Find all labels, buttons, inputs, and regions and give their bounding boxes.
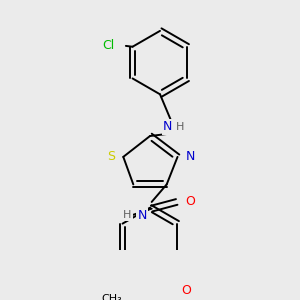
- Text: CH₃: CH₃: [102, 294, 122, 300]
- Text: N: N: [186, 150, 195, 164]
- Text: H: H: [123, 210, 132, 220]
- Text: Cl: Cl: [102, 39, 114, 52]
- Text: N: N: [137, 209, 147, 222]
- Text: O: O: [182, 284, 192, 297]
- Text: N: N: [163, 120, 172, 133]
- Text: H: H: [176, 122, 184, 132]
- Text: S: S: [107, 150, 115, 164]
- Text: O: O: [185, 195, 195, 208]
